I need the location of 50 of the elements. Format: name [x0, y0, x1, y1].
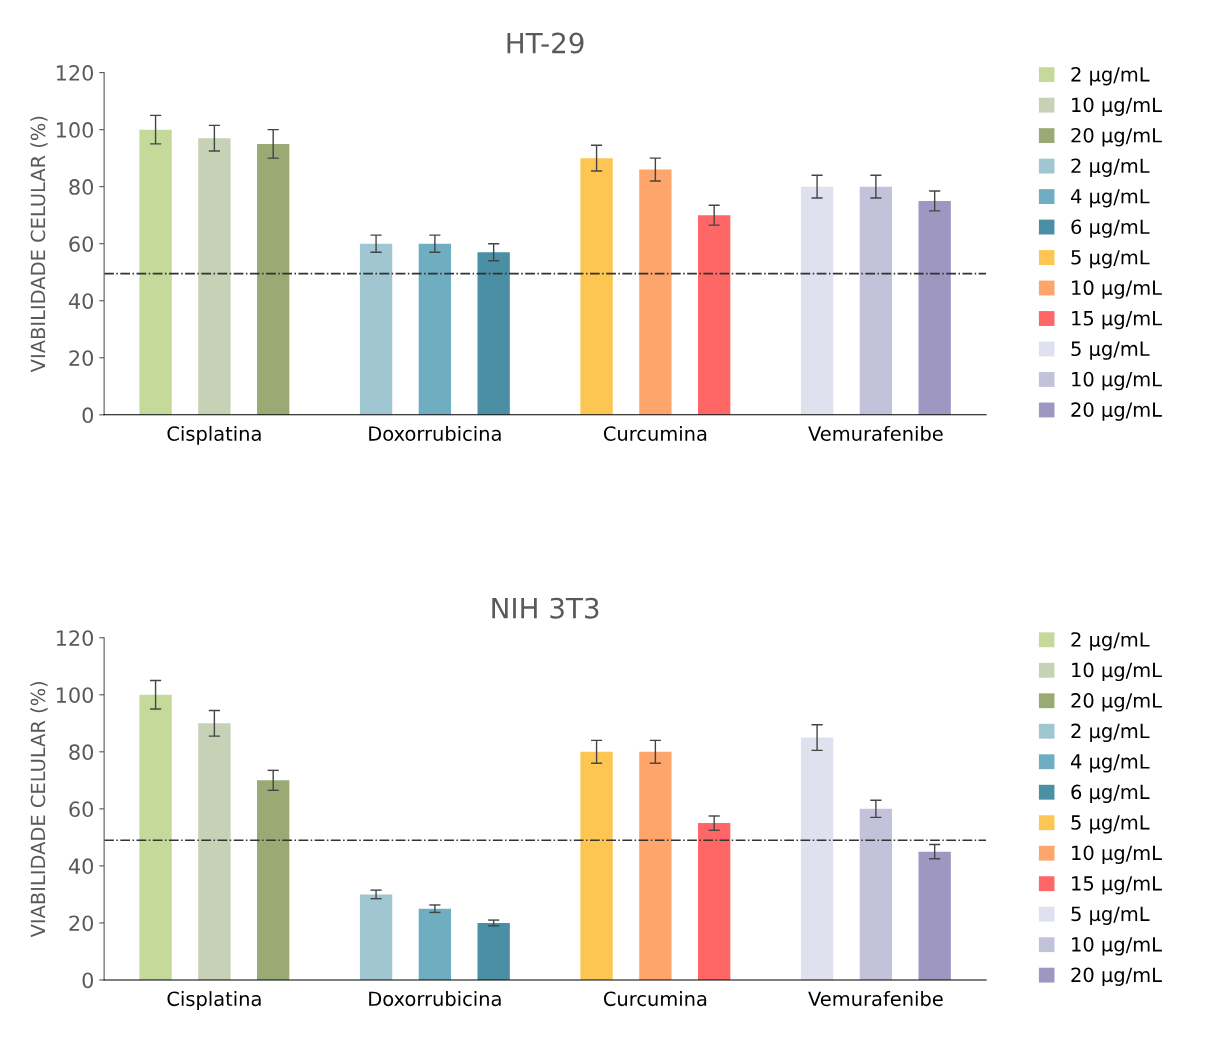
- x-tick-label: Doxorrubicina: [369, 991, 501, 1007]
- legend-label: 15 μg/mL: [1072, 311, 1162, 330]
- legend-label: 4 μg/mL: [1070, 189, 1150, 208]
- legend-label: 5 μg/mL: [1071, 341, 1150, 360]
- y-tick-label: 120: [56, 630, 94, 646]
- y-axis-title: VIABILIDADE CELULAR (%): [30, 681, 48, 938]
- legend-label: 2 μg/mL: [1071, 632, 1150, 651]
- legend-label: 5 μg/mL: [1071, 250, 1150, 269]
- y-tick-label: 0: [82, 407, 94, 424]
- legend-label: 10 μg/mL: [1072, 280, 1162, 299]
- x-tick-label: Vemurafenibe: [808, 425, 943, 441]
- legend-label: 10 μg/mL: [1072, 97, 1162, 116]
- chart-title: HT-29: [507, 32, 584, 54]
- x-tick-label: Vemurafenibe: [808, 991, 943, 1007]
- legend-label: 20 μg/mL: [1071, 693, 1162, 712]
- y-tick-label: 40: [68, 858, 94, 875]
- y-tick-label: 80: [69, 179, 94, 195]
- y-tick-label: 60: [69, 801, 94, 818]
- legend-label: 5 μg/mL: [1071, 815, 1150, 834]
- legend-label: 2 μg/mL: [1071, 158, 1150, 177]
- x-tick-label: Curcumina: [603, 425, 707, 441]
- legend-label: 10 μg/mL: [1072, 662, 1162, 682]
- y-tick-label: 100: [56, 687, 94, 703]
- y-tick-label: 20: [69, 350, 94, 366]
- y-tick-label: 20: [69, 915, 94, 932]
- legend-label: 10 μg/mL: [1072, 845, 1162, 864]
- y-tick-label: 0: [82, 972, 94, 989]
- legend-label: 2 μg/mL: [1071, 66, 1150, 86]
- legend-label: 20 μg/mL: [1071, 967, 1162, 986]
- x-tick-label: Cisplatina: [167, 425, 261, 445]
- y-tick-label: 120: [56, 65, 94, 81]
- legend-label: 6 μg/mL: [1071, 219, 1150, 238]
- x-tick-label: Doxorrubicina: [369, 425, 501, 441]
- x-tick-label: Curcumina: [603, 991, 707, 1007]
- chart-title: NIH 3T3: [492, 597, 599, 619]
- legend-label: 20 μg/mL: [1071, 127, 1162, 147]
- legend-label: 5 μg/mL: [1071, 906, 1150, 925]
- legend-label: 10 μg/mL: [1072, 371, 1162, 391]
- legend-label: 4 μg/mL: [1070, 754, 1150, 773]
- x-tick-label: Cisplatina: [167, 991, 261, 1010]
- legend-label: 15 μg/mL: [1072, 876, 1162, 895]
- y-axis-title: VIABILIDADE CELULAR (%): [30, 116, 48, 373]
- legend-label: 10 μg/mL: [1072, 936, 1162, 956]
- y-tick-label: 80: [69, 744, 94, 761]
- y-tick-label: 100: [56, 122, 94, 138]
- legend-label: 20 μg/mL: [1071, 402, 1162, 421]
- legend-label: 6 μg/mL: [1071, 784, 1150, 804]
- y-tick-label: 40: [68, 293, 94, 309]
- legend-label: 2 μg/mL: [1071, 723, 1150, 743]
- y-tick-label: 60: [69, 236, 94, 252]
